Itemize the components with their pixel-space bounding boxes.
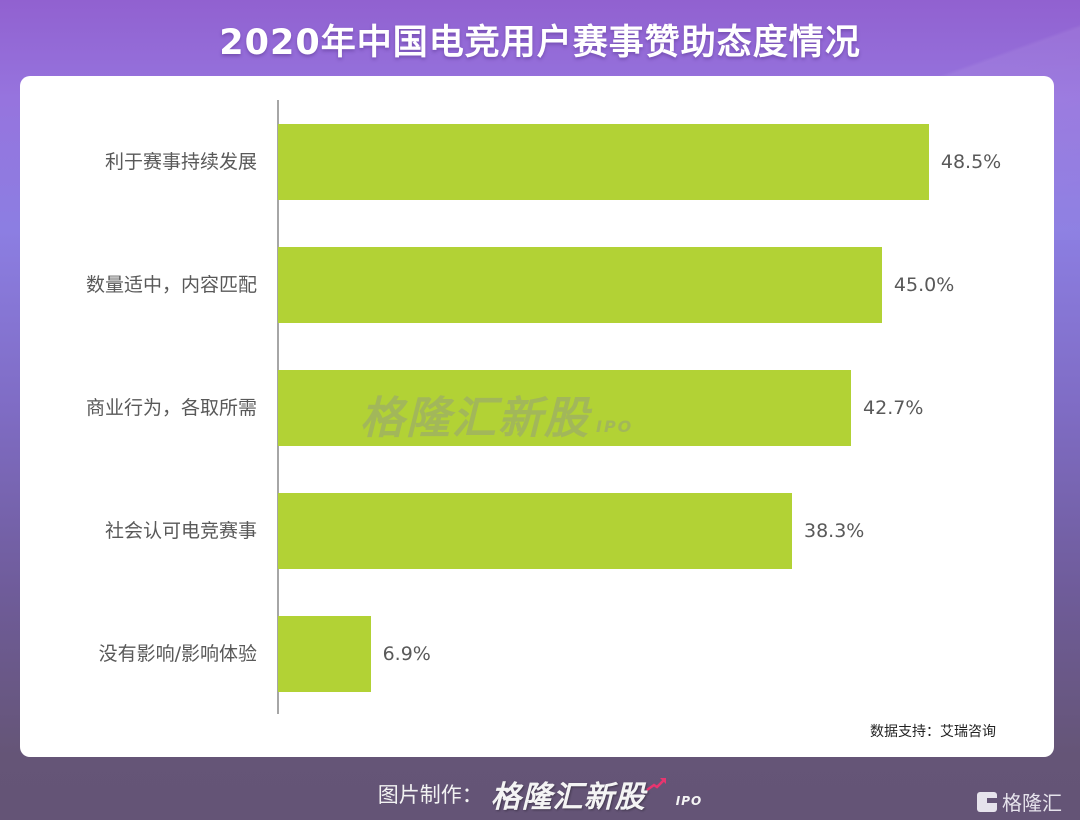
bar-row: 没有影响/影响体验 6.9% — [20, 616, 1054, 692]
category-label: 数量适中，内容匹配 — [85, 274, 257, 296]
bar-row: 商业行为，各取所需 42.7% — [20, 370, 1054, 446]
value-label: 45.0% — [893, 274, 955, 296]
y-axis-line — [277, 100, 279, 714]
category-label: 商业行为，各取所需 — [85, 397, 257, 419]
bar — [278, 616, 371, 692]
footer-maker-label: 图片制作： — [377, 783, 483, 807]
bar-row: 利于赛事持续发展 48.5% — [20, 124, 1054, 200]
bar — [278, 370, 852, 446]
category-label: 社会认可电竞赛事 — [104, 520, 257, 542]
bar-row: 数量适中，内容匹配 45.0% — [20, 247, 1054, 323]
value-label: 48.5% — [940, 151, 1002, 173]
chart-card: 利于赛事持续发展 48.5% 数量适中，内容匹配 45.0% 商业行为，各取所需 42.7… — [20, 76, 1054, 757]
bar — [278, 247, 882, 323]
value-label: 42.7% — [863, 397, 924, 419]
bar-row: 社会认可电竞赛事 38.3% — [20, 493, 1054, 569]
chart-title: 2020年中国电竞用户赛事赞助态度情况 — [219, 23, 861, 63]
footer: 图片制作： 格隆汇新股 IPO — [0, 772, 1080, 816]
bar — [278, 493, 792, 569]
value-label: 6.9% — [382, 643, 431, 665]
trend-arrow-icon — [646, 776, 668, 792]
category-label: 利于赛事持续发展 — [104, 151, 257, 173]
bar — [278, 124, 929, 200]
brand-logo: 格隆汇 — [977, 787, 1062, 816]
data-source: 数据支持：艾瑞咨询 — [870, 724, 996, 740]
category-label: 没有影响/影响体验 — [98, 643, 257, 665]
logo-text: 格隆汇 — [1002, 791, 1062, 815]
footer-ipo: IPO — [675, 794, 703, 808]
footer-brand: 格隆汇新股 — [490, 780, 646, 815]
value-label: 38.3% — [803, 520, 865, 542]
g-logo-icon — [977, 791, 997, 812]
